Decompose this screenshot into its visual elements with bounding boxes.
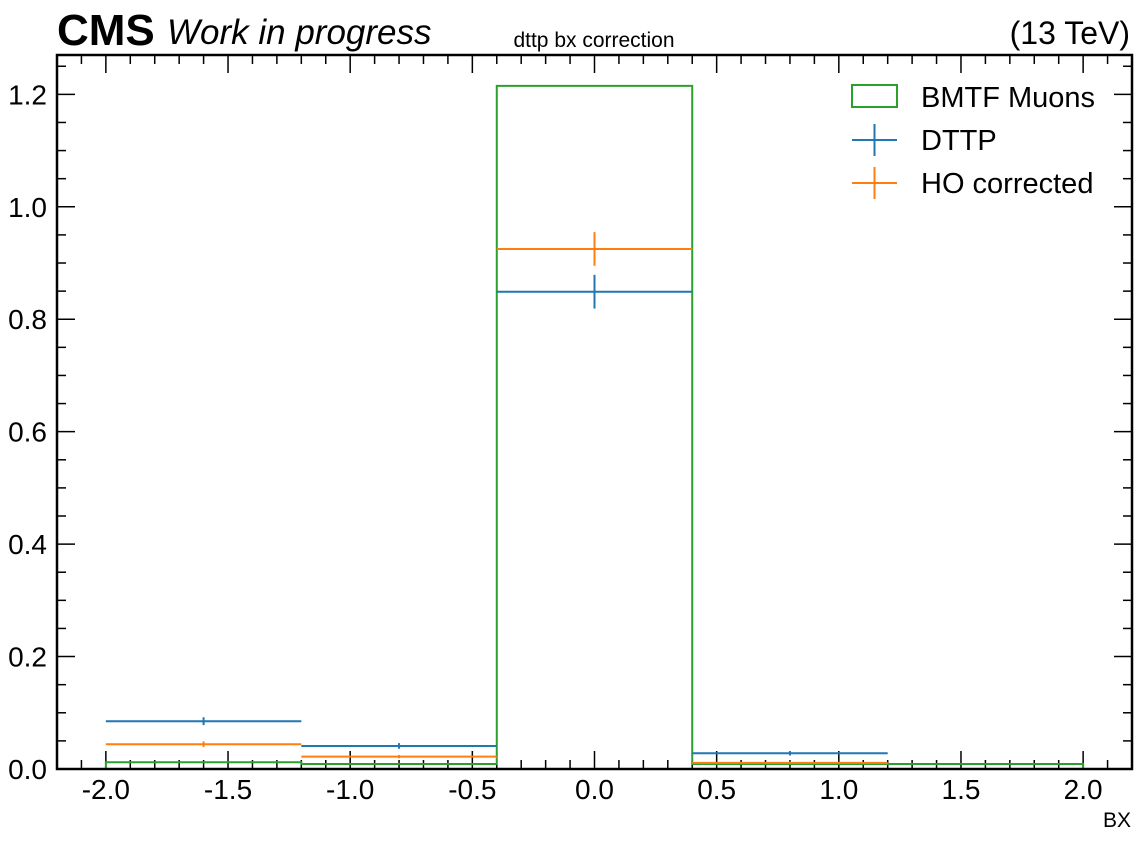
- status-label: Work in progress: [167, 13, 432, 52]
- legend-label: DTTP: [921, 125, 997, 157]
- energy-label: (13 TeV): [1010, 15, 1130, 51]
- x-axis-label: BX: [1103, 809, 1131, 832]
- x-tick-labels: -2.0 -1.5 -1.0 -0.5 0.0 0.5 1.0 1.5 2.0: [82, 774, 1103, 805]
- legend-label: HO corrected: [921, 168, 1093, 200]
- chart-title: dttp bx correction: [513, 29, 674, 52]
- y-tick-label: 0.4: [8, 529, 47, 560]
- y-tick-label: 0.6: [8, 417, 47, 448]
- y-tick-labels: 0.0 0.2 0.4 0.6 0.8 1.0 1.2: [8, 79, 47, 785]
- legend-label: BMTF Muons: [921, 82, 1095, 114]
- x-tick-label: 0.0: [575, 774, 614, 805]
- y-tick-label: 1.2: [8, 79, 47, 110]
- x-tick-label: 0.5: [697, 774, 736, 805]
- y-tick-label: 0.0: [8, 754, 47, 785]
- x-tick-label: -2.0: [82, 774, 130, 805]
- y-tick-label: 0.8: [8, 304, 47, 335]
- legend-swatch-bmtf: [851, 84, 898, 108]
- x-tick-label: -1.5: [204, 774, 252, 805]
- y-tick-label: 0.2: [8, 642, 47, 673]
- y-tick-label: 1.0: [8, 192, 47, 223]
- x-tick-label: 1.0: [819, 774, 858, 805]
- x-tick-label: -0.5: [448, 774, 496, 805]
- x-tick-label: 2.0: [1064, 774, 1103, 805]
- axis-ticks: [56, 55, 1133, 770]
- x-tick-label: -1.0: [326, 774, 374, 805]
- plot-frame: [55, 53, 1134, 771]
- bmtf-step-outline: [104, 84, 1085, 769]
- experiment-label: CMS: [57, 6, 155, 55]
- legend: BMTF Muons DTTP HO corrected: [851, 82, 1095, 200]
- x-tick-label: 1.5: [942, 774, 981, 805]
- series-layer: [104, 84, 1085, 769]
